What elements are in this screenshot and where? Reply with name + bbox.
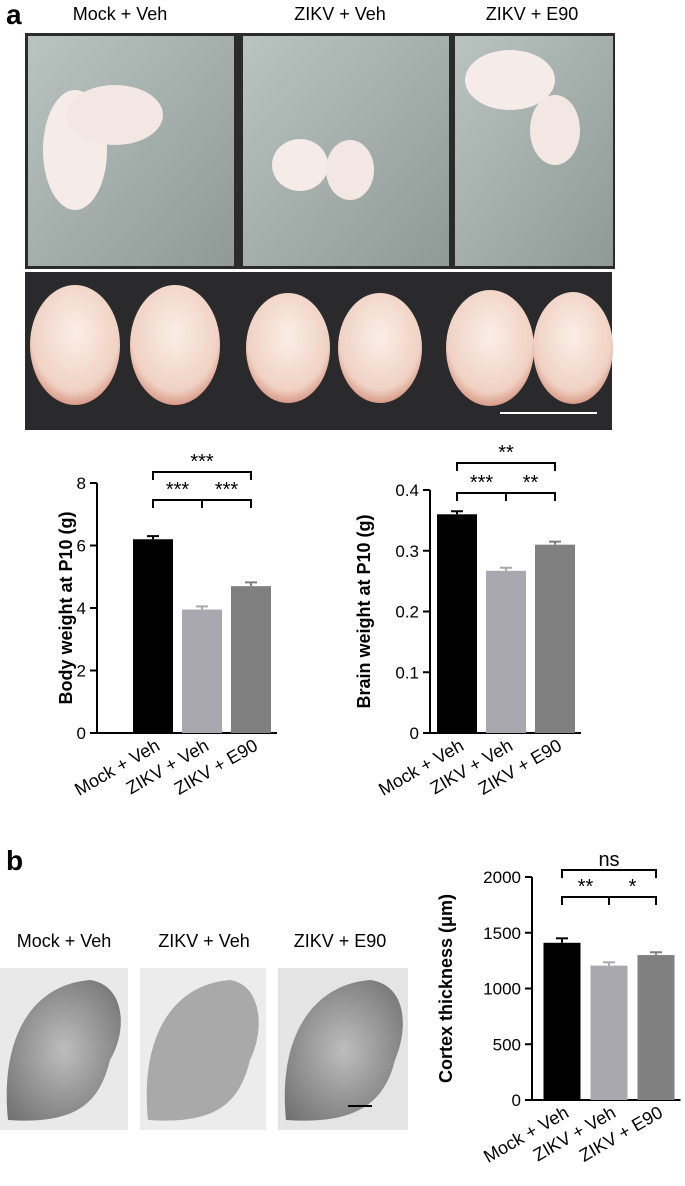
bar [133,539,173,733]
significance-bracket [456,462,556,471]
photo-label: ZIKV + Veh [294,4,386,24]
y-tick-label: 2 [77,662,86,681]
y-tick-label: 0.3 [395,542,419,561]
significance-label: ** [498,442,514,464]
slice-photo [0,968,408,1130]
y-axis-label: Brain weight at P10 (g) [354,514,374,708]
y-axis-label: Cortex thickness (μm) [436,894,456,1083]
significance-label: *** [215,479,239,501]
y-tick-label: 0 [512,1091,521,1110]
photo-label: ZIKV + E90 [294,931,387,951]
brain-photo [25,272,613,430]
y-tick-label: 0.2 [395,603,419,622]
y-tick-label: 0 [77,724,86,743]
y-tick-label: 0.1 [395,663,419,682]
significance-bracket [608,896,657,905]
photo-label: ZIKV + E90 [486,4,579,24]
y-tick-label: 6 [77,537,86,556]
significance-label: ** [578,876,594,898]
panel-label: a [6,0,22,30]
bar [535,544,575,733]
bar [543,942,581,1100]
significance-bracket [561,869,657,878]
y-tick-label: 0.4 [395,481,419,500]
significance-bracket [456,492,507,501]
significance-bracket [152,499,203,508]
significance-label: ns [598,849,619,871]
y-tick-label: 2000 [483,868,521,887]
significance-bracket [561,896,610,905]
y-tick-label: 1500 [483,924,521,943]
significance-bracket [505,492,556,501]
bar [637,955,675,1100]
photo-label: Mock + Veh [73,4,168,24]
bar [437,514,477,733]
y-tick-label: 0 [410,724,419,743]
significance-label: ** [523,472,539,494]
bar [590,965,628,1100]
mouse-photo [25,33,615,269]
y-tick-label: 4 [77,599,86,618]
bar [182,609,222,733]
y-tick-label: 8 [77,474,86,493]
significance-bracket [152,471,252,480]
significance-label: *** [166,479,190,501]
significance-label: *** [470,472,494,494]
significance-label: * [629,876,637,898]
bar [486,570,526,733]
y-tick-label: 1000 [483,980,521,999]
bar [231,586,271,733]
panel-label: b [6,845,23,876]
photo-label: ZIKV + Veh [158,931,250,951]
y-tick-label: 500 [493,1035,521,1054]
photo-label: Mock + Veh [17,931,112,951]
significance-label: *** [190,451,214,473]
significance-bracket [201,499,252,508]
y-axis-label: Body weight at P10 (g) [56,511,76,704]
